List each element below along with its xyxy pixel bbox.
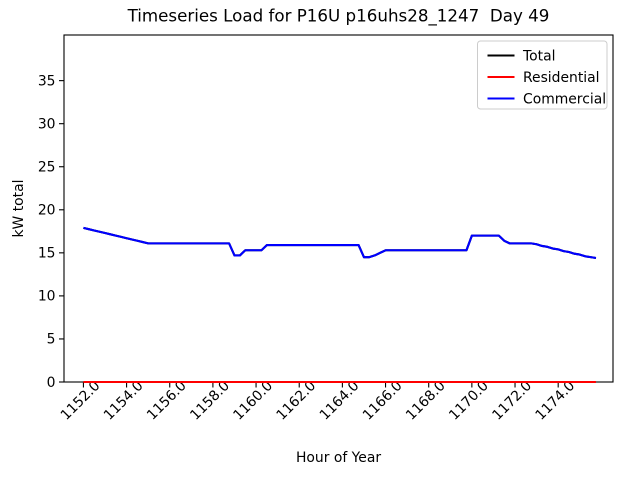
legend: Total Residential Commercial bbox=[477, 40, 608, 110]
y-tick-label: 5 bbox=[47, 332, 56, 348]
x-tick-label: 1160.0 bbox=[230, 378, 276, 424]
y-axis: 0 5 10 15 20 25 30 35 bbox=[38, 73, 64, 391]
x-tick-label: 1168.0 bbox=[403, 378, 449, 424]
x-tick-label: 1172.0 bbox=[489, 378, 535, 424]
y-tick-label: 15 bbox=[38, 246, 56, 262]
series-line-commercial bbox=[83, 226, 597, 260]
y-tick-label: 30 bbox=[38, 116, 56, 132]
x-tick-label: 1156.0 bbox=[144, 378, 190, 424]
x-tick-label: 1174.0 bbox=[533, 378, 579, 424]
x-tick-label: 1154.0 bbox=[101, 378, 147, 424]
x-axis-label: Hour of Year bbox=[296, 450, 381, 466]
chart-title: Timeseries Load for P16U p16uhs28_1247 D… bbox=[127, 6, 550, 27]
legend-label: Total bbox=[522, 48, 555, 64]
y-tick-label: 0 bbox=[47, 375, 56, 391]
x-tick-label: 1162.0 bbox=[274, 378, 320, 424]
x-tick-label: 1152.0 bbox=[58, 378, 104, 424]
x-tick-label: 1164.0 bbox=[317, 378, 363, 424]
legend-item-residential: Residential bbox=[487, 70, 600, 86]
legend-label: Residential bbox=[523, 70, 600, 86]
legend-label: Commercial bbox=[523, 91, 606, 107]
legend-box bbox=[477, 40, 608, 110]
x-axis: 1152.01154.01156.01158.01160.01162.01164… bbox=[58, 378, 578, 424]
y-tick-label: 35 bbox=[38, 73, 56, 89]
x-tick-label: 1170.0 bbox=[446, 378, 492, 424]
legend-item-commercial: Commercial bbox=[487, 91, 606, 107]
y-tick-label: 10 bbox=[38, 289, 56, 305]
legend-item-total: Total bbox=[487, 48, 555, 64]
x-tick-label: 1166.0 bbox=[360, 378, 406, 424]
y-tick-label: 25 bbox=[38, 160, 56, 176]
y-tick-label: 20 bbox=[38, 203, 56, 219]
y-axis-label: kW total bbox=[11, 180, 27, 238]
x-tick-label: 1158.0 bbox=[187, 378, 233, 424]
